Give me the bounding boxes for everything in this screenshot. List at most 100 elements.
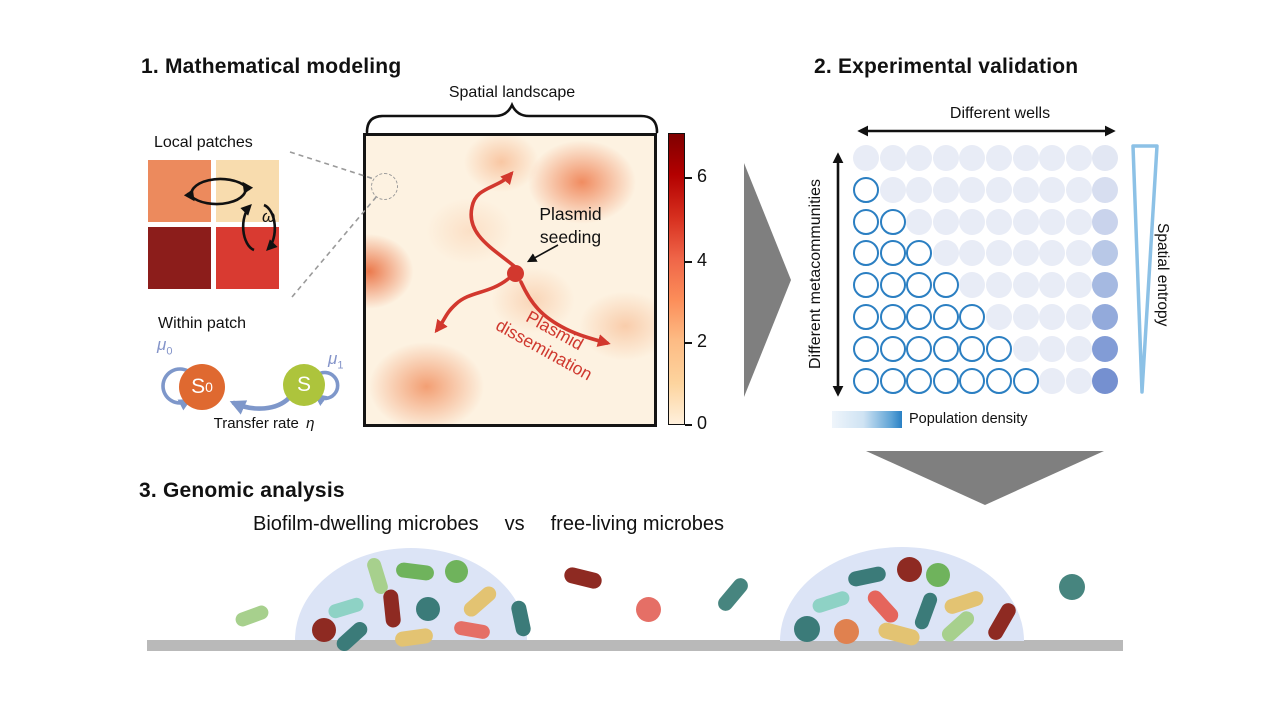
well-filled: [906, 145, 933, 171]
well-filled: [1092, 367, 1119, 394]
well-outlined: [959, 304, 986, 330]
well-outlined: [906, 304, 933, 330]
well-filled: [1012, 272, 1039, 299]
well-filled: [1065, 304, 1092, 330]
well-filled: [986, 208, 1012, 235]
mu0-label: μ0: [157, 335, 173, 358]
well-filled: [1092, 304, 1119, 330]
microbe-coccus: [794, 616, 820, 642]
well-filled: [1092, 272, 1119, 299]
colorbar-tick: [685, 260, 692, 264]
patch-top-left: [148, 160, 211, 222]
well-filled: [1039, 304, 1066, 330]
flow-arrow-down: [866, 451, 1104, 505]
well-outlined: [853, 335, 879, 362]
microbe-coccus: [635, 596, 661, 622]
well-filled: [879, 145, 906, 171]
well-filled: [986, 272, 1012, 299]
well-filled: [1065, 176, 1092, 203]
well-filled: [959, 176, 986, 203]
well-filled: [1092, 208, 1119, 235]
plasmid-seeding-label: Plasmid seeding: [539, 204, 602, 247]
well-filled: [906, 176, 933, 203]
well-filled: [932, 240, 959, 267]
well-filled: [1012, 240, 1039, 267]
comparison-label: Biofilm-dwelling microbes vs free-living…: [253, 513, 724, 536]
well-filled: [1065, 145, 1092, 171]
well-filled: [986, 145, 1012, 171]
well-filled: [1065, 240, 1092, 267]
well-outlined: [932, 272, 959, 299]
well-filled: [906, 208, 933, 235]
well-filled: [1039, 145, 1066, 171]
well-outlined: [879, 208, 906, 235]
well-filled: [932, 176, 959, 203]
well-filled: [1012, 176, 1039, 203]
well-filled: [986, 304, 1012, 330]
omega-label: ω: [262, 207, 276, 226]
well-filled: [1065, 335, 1092, 362]
panel1-title: 1. Mathematical modeling: [141, 55, 402, 78]
within-patch-label: Within patch: [158, 315, 247, 332]
different-wells-label: Different wells: [949, 105, 1051, 122]
well-filled: [1012, 145, 1039, 171]
well-outlined: [906, 367, 933, 394]
spatial-landscape-label: Spatial landscape: [448, 84, 576, 101]
well-filled: [1039, 208, 1066, 235]
mu1-label: μ1: [328, 349, 344, 372]
well-filled: [853, 145, 879, 171]
well-filled: [1065, 272, 1092, 299]
well-filled: [1039, 176, 1066, 203]
patch-bottom-right: [216, 227, 279, 289]
well-filled: [1092, 335, 1119, 362]
well-outlined: [906, 272, 933, 299]
panel2-title: 2. Experimental validation: [814, 55, 1079, 78]
well-filled: [1012, 304, 1039, 330]
well-filled: [1012, 335, 1039, 362]
well-outlined: [853, 240, 879, 267]
well-outlined: [959, 367, 986, 394]
microbe-rod: [562, 565, 604, 591]
microbe-rod: [233, 603, 271, 629]
colorbar-tick-label: 6: [697, 166, 708, 186]
microbe-rod: [715, 574, 751, 614]
well-outlined: [879, 272, 906, 299]
biofilm-microbes-label: Biofilm-dwelling microbes: [253, 513, 479, 535]
different-metacommunities-label: Different metacommunities: [807, 179, 824, 369]
well-outlined: [1012, 367, 1039, 394]
spatial-entropy-label: Spatial entropy: [1154, 223, 1171, 327]
well-outlined: [853, 367, 879, 394]
well-filled: [1092, 145, 1119, 171]
patch-bottom-left: [148, 227, 211, 289]
s-node: S: [283, 364, 325, 406]
well-filled: [986, 240, 1012, 267]
well-outlined: [906, 335, 933, 362]
brace: [365, 101, 659, 134]
well-filled: [1039, 240, 1066, 267]
microbe-coccus: [416, 597, 440, 621]
well-outlined: [879, 304, 906, 330]
well-filled: [1012, 208, 1039, 235]
microbe-coccus: [312, 618, 336, 642]
colorbar-tick: [685, 423, 692, 427]
well-filled: [932, 145, 959, 171]
heatmap-colorbar: [668, 133, 685, 425]
well-outlined: [932, 304, 959, 330]
well-filled: [1065, 208, 1092, 235]
well-filled: [959, 240, 986, 267]
well-outlined: [906, 240, 933, 267]
transfer-rate-label: Transfer rate η: [213, 415, 315, 432]
panel3-title: 3. Genomic analysis: [139, 479, 345, 502]
well-filled: [986, 176, 1012, 203]
well-filled: [879, 176, 906, 203]
well-filled: [1065, 367, 1092, 394]
microbe-coccus: [896, 556, 922, 582]
colorbar-tick: [685, 176, 692, 180]
substrate-line: [147, 640, 1123, 651]
microbe-coccus: [444, 559, 468, 583]
well-outlined: [959, 335, 986, 362]
well-outlined: [986, 335, 1012, 362]
well-filled: [959, 145, 986, 171]
population-density-label: Population density: [909, 411, 1028, 427]
well-filled: [1092, 176, 1119, 203]
